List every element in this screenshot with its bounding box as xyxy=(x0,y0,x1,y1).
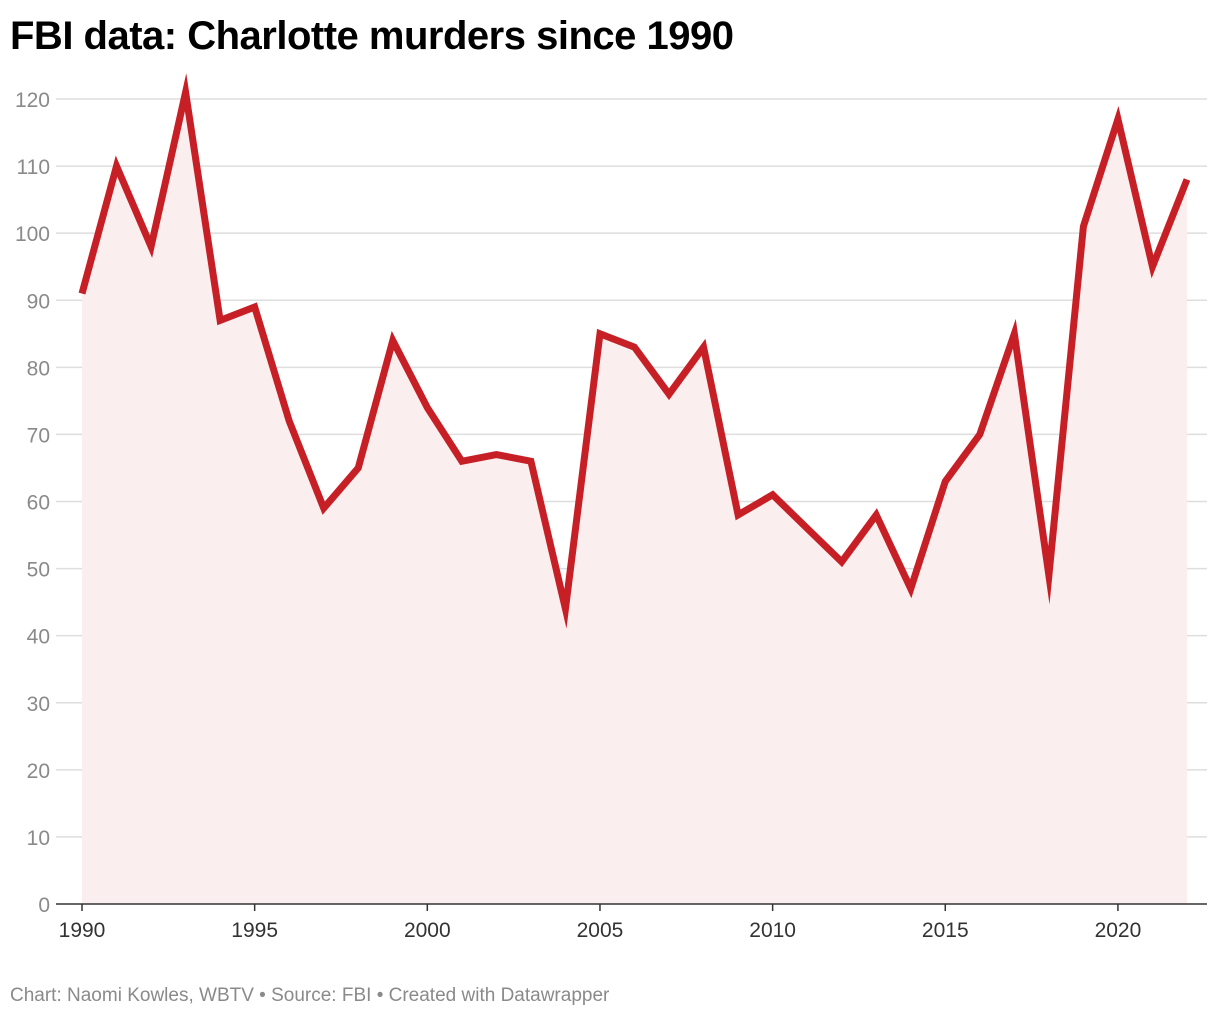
data-point-2014 xyxy=(907,585,914,592)
data-point-2007 xyxy=(666,391,673,398)
chart-footer: Chart: Naomi Kowles, WBTV • Source: FBI … xyxy=(10,985,610,1006)
data-point-2006 xyxy=(631,344,638,351)
y-tick-label-100: 100 xyxy=(15,223,50,246)
series-line-layer xyxy=(78,73,1191,629)
y-tick-label-80: 80 xyxy=(27,357,50,380)
data-point-2002 xyxy=(493,451,500,458)
data-point-2016 xyxy=(976,431,983,438)
data-point-2015 xyxy=(942,478,949,485)
y-tick-label-110: 110 xyxy=(17,156,50,179)
x-axis: 1990 1995 2000 2005 2010 2015 2020 xyxy=(56,903,1207,942)
y-tick-label-30: 30 xyxy=(27,693,50,716)
data-point-2008 xyxy=(700,344,707,351)
data-point-1993 xyxy=(182,89,189,96)
data-point-2010 xyxy=(769,491,776,498)
data-point-1997 xyxy=(320,505,327,512)
data-point-2004 xyxy=(562,605,569,612)
data-point-2000 xyxy=(424,404,431,411)
x-tick-label-1995: 1995 xyxy=(231,919,278,942)
data-point-2019 xyxy=(1080,223,1087,230)
x-tick-label-1990: 1990 xyxy=(59,919,106,942)
x-tick-label-2010: 2010 xyxy=(749,919,796,942)
y-tick-label-90: 90 xyxy=(27,290,50,313)
data-point-2018 xyxy=(1045,572,1052,579)
y-tick-label-40: 40 xyxy=(27,626,50,649)
y-tick-label-60: 60 xyxy=(27,492,50,515)
x-tick-label-2000: 2000 xyxy=(404,919,451,942)
x-tick-label-2005: 2005 xyxy=(577,919,624,942)
data-point-1991 xyxy=(113,163,120,170)
chart-title: FBI data: Charlotte murders since 1990 xyxy=(10,14,734,58)
data-point-2011 xyxy=(804,525,811,532)
area-fill xyxy=(82,92,1187,904)
data-point-2003 xyxy=(527,458,534,465)
y-tick-label-50: 50 xyxy=(27,559,50,582)
data-point-2022 xyxy=(1184,176,1191,183)
y-tick-label-70: 70 xyxy=(27,424,50,447)
data-point-1998 xyxy=(355,464,362,471)
y-tick-label-20: 20 xyxy=(27,760,50,783)
area-fill-layer xyxy=(82,92,1187,904)
data-point-2021 xyxy=(1149,263,1156,270)
x-tick-label-2020: 2020 xyxy=(1095,919,1142,942)
series-line xyxy=(78,73,1191,629)
data-point-1995 xyxy=(251,303,258,310)
data-point-2017 xyxy=(1011,330,1018,337)
data-point-1999 xyxy=(389,337,396,344)
y-axis-tick-labels: 0 10 20 30 40 50 60 70 80 90 100 110 120 xyxy=(15,89,50,917)
data-point-2020 xyxy=(1114,116,1121,123)
data-point-1992 xyxy=(148,243,155,250)
data-point-1996 xyxy=(286,418,293,425)
data-point-1990 xyxy=(79,290,86,297)
x-tick-label-2015: 2015 xyxy=(922,919,969,942)
y-tick-label-10: 10 xyxy=(27,827,50,850)
data-point-2012 xyxy=(838,558,845,565)
data-point-2013 xyxy=(873,511,880,518)
data-point-2001 xyxy=(458,458,465,465)
y-tick-label-120: 120 xyxy=(15,89,50,112)
y-tick-label-0: 0 xyxy=(38,894,50,917)
data-point-1994 xyxy=(217,317,224,324)
data-point-2009 xyxy=(735,511,742,518)
data-point-2005 xyxy=(596,330,603,337)
